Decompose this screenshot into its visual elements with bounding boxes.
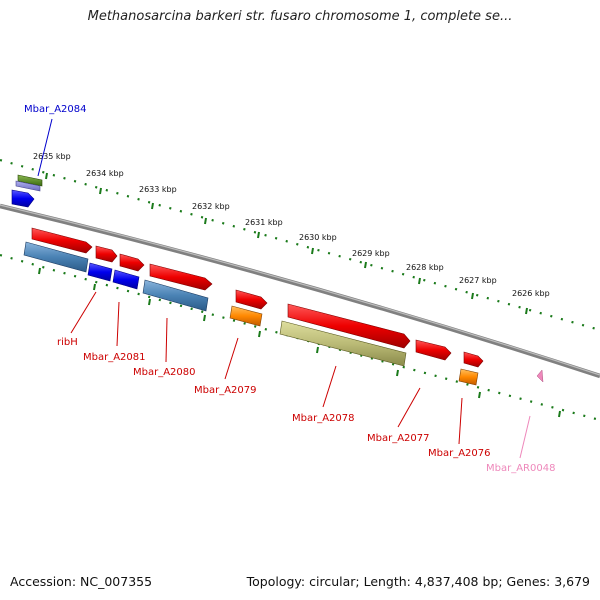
kbp-label-2635: 2635 kbp	[33, 152, 71, 161]
gene-mbar-a2084[interactable]	[11, 189, 35, 208]
gene-ribh[interactable]	[31, 227, 93, 254]
gene-mbar-a2081-red[interactable]	[95, 245, 118, 263]
gene-label-mbar-a2079: Mbar_A2079	[194, 385, 257, 396]
kbp-label-2632: 2632 kbp	[192, 202, 230, 211]
kbp-label-2627: 2627 kbp	[459, 276, 497, 285]
gene-green-feature[interactable]	[17, 174, 43, 187]
kbp-label-2631: 2631 kbp	[245, 218, 283, 227]
kbp-label-2629: 2629 kbp	[352, 249, 390, 258]
gene-mbar-a2077[interactable]	[415, 339, 452, 361]
kbp-label-2634: 2634 kbp	[86, 169, 124, 178]
gene-steel-2[interactable]	[142, 279, 209, 312]
accession-text: Accession: NC_007355	[10, 574, 153, 589]
gene-label-mbar-ar0048: Mbar_AR0048	[486, 463, 555, 474]
gene-mbar-a2076-red[interactable]	[463, 351, 484, 368]
outer-major-ticks	[45, 172, 528, 315]
kbp-label-2628: 2628 kbp	[406, 263, 444, 272]
gene-label-mbar-a2080: Mbar_A2080	[133, 367, 196, 378]
gene-mbar-a2076-orange[interactable]	[458, 368, 479, 386]
kbp-label-2626: 2626 kbp	[512, 289, 550, 298]
chromosome-backbone	[0, 203, 600, 379]
gene-label-mbar-a2077: Mbar_A2077	[367, 433, 430, 444]
gene-mbar-a2079-red[interactable]	[235, 289, 268, 310]
gene-mbar-a2080-red[interactable]	[119, 253, 145, 272]
inner-major-ticks	[38, 267, 561, 418]
kbp-label-2630: 2630 kbp	[299, 233, 337, 242]
gene-mbar-a2080-blue[interactable]	[112, 269, 140, 290]
gene-mbar-a2078-olive[interactable]	[279, 320, 407, 367]
gene-red-4[interactable]	[149, 263, 213, 291]
gene-steel-1[interactable]	[23, 241, 89, 273]
gene-mbar-a2079-orange[interactable]	[229, 305, 263, 327]
gene-lavender-feature[interactable]	[15, 180, 41, 192]
gene-label-mbar-a2076: Mbar_A2076	[428, 448, 491, 459]
callout-lines	[37, 118, 531, 459]
gene-mbar-a2078-red[interactable]	[287, 303, 411, 349]
gene-label-ribh: ribH	[57, 337, 78, 348]
kbp-labels: 2635 kbp 2634 kbp 2633 kbp 2632 kbp 2631…	[33, 152, 550, 298]
topology-summary-text: Topology: circular; Length: 4,837,408 bp…	[246, 574, 590, 589]
page-title: Methanosarcina barkeri str. fusaro chrom…	[87, 9, 513, 24]
gene-label-mbar-a2081: Mbar_A2081	[83, 352, 146, 363]
gene-mbar-a2081-blue[interactable]	[87, 262, 113, 282]
gene-label-mbar-a2078: Mbar_A2078	[292, 413, 355, 424]
gene-label-mbar-a2084: Mbar_A2084	[24, 104, 87, 115]
kbp-label-2633: 2633 kbp	[139, 185, 177, 194]
trna-mbar-ar0048[interactable]	[536, 369, 544, 383]
gene-labels: Mbar_A2084 ribH Mbar_A2081 Mbar_A2080 Mb…	[24, 104, 555, 474]
